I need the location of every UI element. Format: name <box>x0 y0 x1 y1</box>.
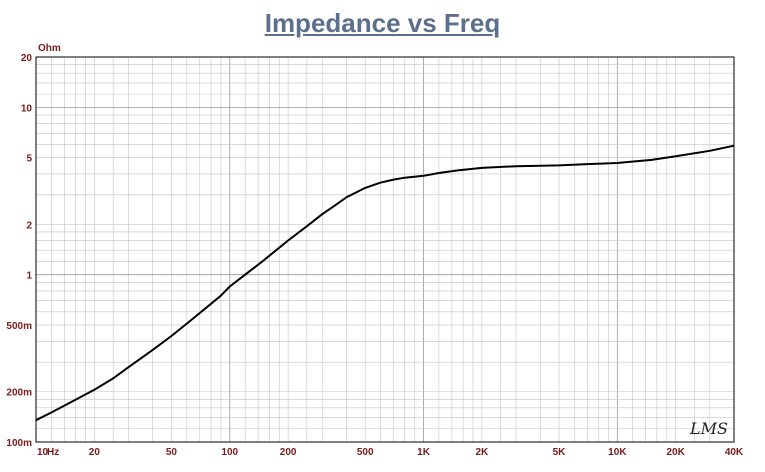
x-tick-label: 20K <box>666 447 685 458</box>
x-tick-label: 10 <box>37 447 49 458</box>
y-tick-label: 5 <box>26 154 32 165</box>
y-tick-label: 500m <box>6 321 32 332</box>
chart-title: Impedance vs Freq <box>264 8 501 38</box>
y-tick-label: 2 <box>26 220 32 231</box>
y-tick-label: 200m <box>6 388 32 399</box>
x-tick-label: 20 <box>89 447 101 458</box>
impedance-curve <box>35 144 735 422</box>
x-tick-label: 5K <box>553 447 567 458</box>
x-tick-label: 10K <box>608 447 627 458</box>
y-tick-label: 100m <box>6 438 32 449</box>
y-tick-label: 1 <box>26 271 32 282</box>
series-layer <box>35 144 735 422</box>
x-tick-label: 50 <box>166 447 178 458</box>
plot-frame <box>35 56 735 443</box>
lms-logo: LMS <box>689 419 728 438</box>
x-tick-label: 40K <box>725 447 744 458</box>
y-unit-label: Ohm <box>38 43 61 54</box>
x-tick-label: 2K <box>475 447 489 458</box>
y-tick-label: 10 <box>21 103 33 114</box>
y-tick-label: 20 <box>21 53 33 64</box>
x-unit-label: Hz <box>47 447 59 458</box>
x-tick-label: 100 <box>221 447 238 458</box>
tick-labels: 100m 200m 500m 1 2 5 10 20 10 20 50 100 200 500 1K 2K 5K… <box>6 53 744 458</box>
x-tick-label: 500 <box>357 447 374 458</box>
x-tick-label: 1K <box>417 447 431 458</box>
x-tick-label: 200 <box>280 447 297 458</box>
